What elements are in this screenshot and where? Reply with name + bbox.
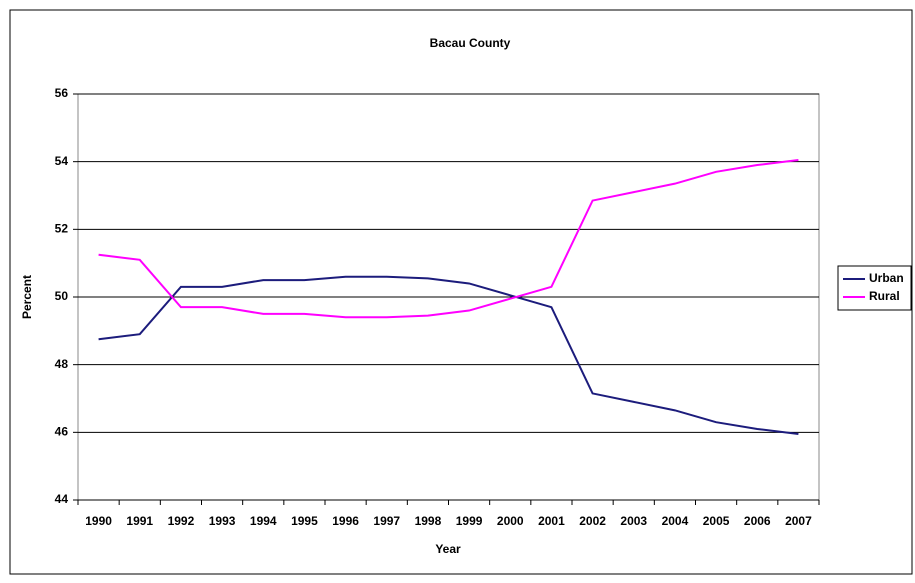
x-tick-label: 2000 xyxy=(497,514,524,528)
legend-label: Rural xyxy=(869,289,900,303)
y-tick-label: 50 xyxy=(55,289,69,303)
x-tick-label: 2005 xyxy=(703,514,730,528)
y-tick-label: 52 xyxy=(55,222,69,236)
x-tick-label: 1990 xyxy=(85,514,112,528)
x-tick-label: 1992 xyxy=(168,514,195,528)
x-tick-label: 2003 xyxy=(620,514,647,528)
legend-label: Urban xyxy=(869,271,904,285)
x-tick-label: 1999 xyxy=(456,514,483,528)
y-tick-label: 54 xyxy=(55,154,69,168)
x-tick-label: 2002 xyxy=(579,514,606,528)
series-line xyxy=(98,275,799,436)
x-axis-label: Year xyxy=(435,542,461,556)
legend xyxy=(837,265,912,311)
x-tick-label: 1997 xyxy=(373,514,400,528)
y-tick-label: 44 xyxy=(55,492,69,506)
chart-frame xyxy=(9,9,913,575)
x-tick-label: 1998 xyxy=(415,514,442,528)
x-tick-label: 1994 xyxy=(250,514,277,528)
x-tick-label: 2006 xyxy=(744,514,771,528)
x-tick-label: 2004 xyxy=(662,514,689,528)
x-tick-label: 1991 xyxy=(126,514,153,528)
series-line xyxy=(98,158,799,319)
x-tick-label: 1996 xyxy=(332,514,359,528)
y-tick-label: 48 xyxy=(55,357,69,371)
y-tick-label: 56 xyxy=(55,86,69,100)
x-tick-label: 2001 xyxy=(538,514,565,528)
y-axis-label: Percent xyxy=(20,275,34,319)
chart-title: Bacau County xyxy=(430,36,511,50)
y-tick-label: 46 xyxy=(55,425,69,439)
x-tick-label: 1995 xyxy=(291,514,318,528)
x-tick-label: 1993 xyxy=(209,514,236,528)
x-tick-label: 2007 xyxy=(785,514,812,528)
